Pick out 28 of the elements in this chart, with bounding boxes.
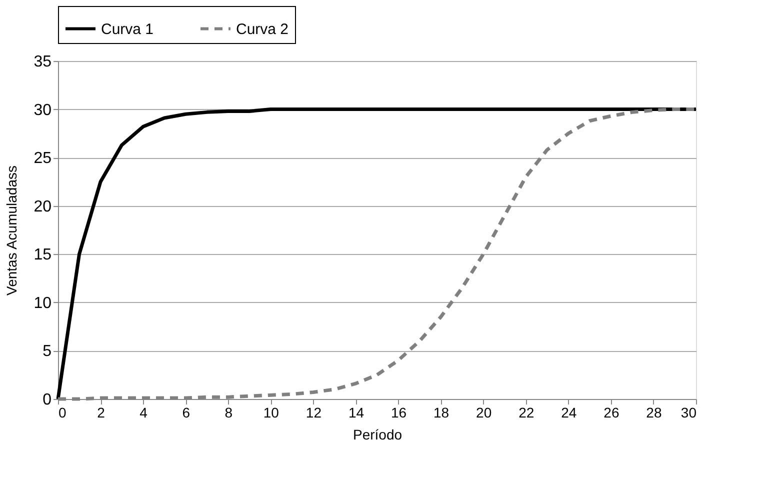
x-tick-label: 28 xyxy=(646,404,662,420)
x-tick-label: 30 xyxy=(680,404,697,420)
legend-label: Curva 2 xyxy=(236,20,289,38)
x-tick-label: 6 xyxy=(182,404,190,420)
y-tick-label: 10 xyxy=(34,294,52,312)
x-tick-label: 10 xyxy=(263,404,280,420)
x-tick-label: 16 xyxy=(390,404,407,420)
y-tick-label: 25 xyxy=(34,150,52,168)
x-tick-label: 2 xyxy=(97,404,106,420)
x-tick-label: 22 xyxy=(518,404,534,420)
legend-label: Curva 1 xyxy=(101,20,154,38)
x-tick-label: 24 xyxy=(561,404,577,420)
y-tick-label: 5 xyxy=(42,343,52,360)
x-axis-title: Período xyxy=(352,426,402,442)
x-tick-label: 14 xyxy=(348,404,364,420)
x-tick-label: 20 xyxy=(476,404,492,420)
y-tick-label: 0 xyxy=(42,392,52,408)
x-tick-label: 4 xyxy=(140,404,148,420)
y-tick-label: 30 xyxy=(34,102,52,119)
x-tick-label: 26 xyxy=(604,404,620,420)
x-tick-label: 18 xyxy=(434,404,450,420)
y-axis-title: Ventas Acumuladass xyxy=(4,166,20,296)
x-tick-label: 12 xyxy=(306,404,322,420)
x-tick-label: 8 xyxy=(224,404,233,420)
y-tick-label: 15 xyxy=(34,246,52,264)
x-tick-label: 0 xyxy=(58,404,66,420)
y-tick-label: 20 xyxy=(34,198,52,216)
y-tick-label: 35 xyxy=(34,54,52,70)
